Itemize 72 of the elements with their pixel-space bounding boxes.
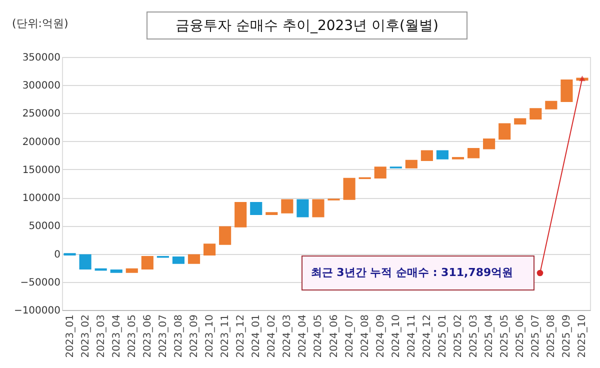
bar bbox=[545, 100, 558, 110]
bar bbox=[79, 254, 92, 270]
bar bbox=[234, 202, 247, 228]
x-tick-label: 2023_10 bbox=[204, 314, 216, 358]
bar bbox=[405, 160, 418, 168]
x-tick-label: 2024_10 bbox=[390, 314, 402, 358]
bar bbox=[560, 79, 573, 102]
x-tick-label: 2023_03 bbox=[96, 314, 107, 358]
y-tick-label: 200000 bbox=[22, 136, 60, 148]
x-tick-label: 2024_03 bbox=[282, 314, 294, 358]
x-tick-label: 2024_12 bbox=[422, 314, 433, 358]
x-tick-label: 2023_05 bbox=[126, 314, 138, 358]
x-tick-label: 2023_12 bbox=[236, 314, 247, 358]
x-tick-label: 2025_01 bbox=[437, 314, 448, 358]
y-tick-label: 50000 bbox=[28, 221, 60, 232]
x-tick-label: 2024_04 bbox=[298, 314, 309, 358]
x-tick-label: 2025_10 bbox=[577, 314, 588, 358]
chart-title: 금융투자 순매수 추이_2023년 이후(월별) bbox=[176, 18, 438, 34]
y-tick-label: 250000 bbox=[22, 108, 60, 120]
bar bbox=[126, 268, 138, 273]
x-tick-label: 2025_02 bbox=[453, 314, 464, 358]
bar bbox=[203, 244, 216, 256]
y-tick-label: 300000 bbox=[22, 80, 60, 92]
x-tick-label: 2024_11 bbox=[406, 314, 418, 358]
y-tick-label: 350000 bbox=[22, 52, 60, 64]
x-tick-label: 2023_08 bbox=[173, 314, 184, 358]
bar bbox=[188, 254, 200, 264]
bar bbox=[281, 199, 294, 214]
bar bbox=[250, 202, 262, 216]
x-tick-label: 2024_02 bbox=[266, 314, 278, 358]
annotation: 최근 3년간 누적 순매수 : 311,789억원 bbox=[310, 266, 514, 279]
x-tick-label: 2025_04 bbox=[484, 314, 496, 358]
bar bbox=[110, 269, 122, 273]
y-tick-label: 0 bbox=[54, 249, 60, 260]
bar bbox=[172, 256, 185, 264]
bar bbox=[498, 123, 511, 140]
bar bbox=[141, 256, 154, 270]
x-tick-label: 2024_01 bbox=[251, 314, 262, 358]
bar bbox=[312, 199, 324, 218]
x-tick-label: 2023_11 bbox=[220, 314, 232, 358]
bar bbox=[467, 148, 480, 158]
x-tick-label: 2023_09 bbox=[189, 314, 200, 358]
x-tick-label: 2024_05 bbox=[313, 314, 324, 358]
text: (단위:억원) bbox=[12, 17, 68, 30]
x-tick-label: 2024_08 bbox=[360, 314, 371, 358]
bar bbox=[514, 118, 526, 125]
x-tick-label: 2025_05 bbox=[500, 314, 511, 358]
bar bbox=[483, 138, 496, 150]
bar bbox=[343, 178, 356, 200]
x-tick-label: 2023_07 bbox=[158, 314, 169, 358]
x-tick-label: 2025_06 bbox=[515, 314, 526, 358]
x-tick-label: 2025_08 bbox=[546, 314, 558, 358]
y-tick-label: 100000 bbox=[22, 193, 60, 204]
x-tick-label: 2025_09 bbox=[562, 314, 573, 358]
x-tick-label: 2025_07 bbox=[530, 314, 542, 358]
bar bbox=[436, 150, 449, 160]
bar bbox=[420, 150, 433, 162]
x-tick-label: 2025_03 bbox=[468, 314, 480, 358]
y-tick-label: 150000 bbox=[22, 164, 60, 176]
bar bbox=[374, 166, 386, 178]
x-tick-label: 2024_09 bbox=[375, 314, 386, 358]
y-tick-label: −50000 bbox=[20, 277, 60, 288]
x-tick-label: 2023_04 bbox=[111, 314, 122, 358]
x-tick-label: 2024_06 bbox=[328, 314, 340, 358]
x-tick-label: 2023_01 bbox=[64, 314, 76, 358]
x-tick-label: 2023_06 bbox=[142, 314, 154, 358]
bar bbox=[219, 226, 232, 245]
bar bbox=[530, 108, 542, 120]
bar bbox=[296, 199, 309, 218]
x-tick-label: 2024_07 bbox=[344, 314, 356, 358]
y-tick-label: −100000 bbox=[14, 306, 60, 316]
x-tick-label: 2023_02 bbox=[80, 314, 92, 358]
